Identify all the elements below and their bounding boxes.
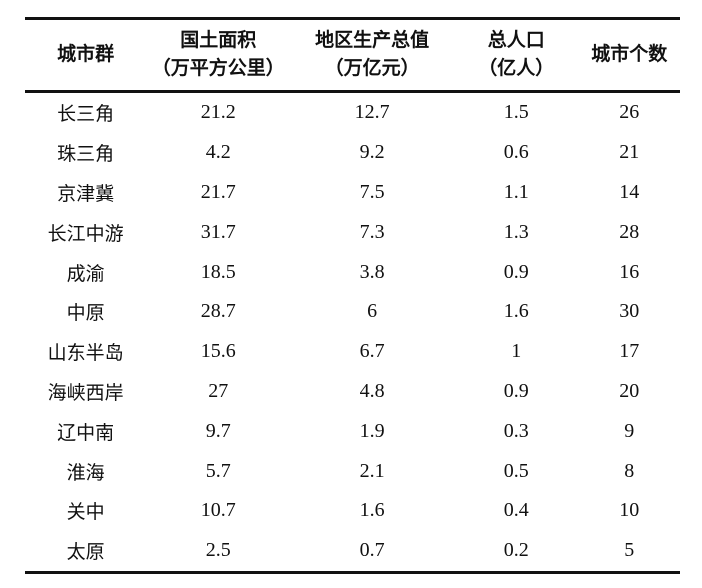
value-cell: 2.1 — [359, 459, 385, 482]
value-cell: 30 — [619, 300, 640, 323]
city-cluster-table-container: 城市群 国土面积 （万平方公里） 地区生产总值 （万亿元） 总人口 （亿人） 城… — [25, 17, 680, 574]
value-cell: 10 — [619, 499, 640, 522]
column-header-population: 总人口 （亿人） — [454, 18, 579, 93]
table-row: 山东半岛 15.6 6.7 1 17 — [25, 332, 680, 372]
value-cell: 0.4 — [503, 499, 529, 522]
value-cell: 0.2 — [503, 539, 529, 562]
value-cell: 4.2 — [205, 141, 231, 164]
column-header-city-count: 城市个数 — [578, 18, 680, 93]
table-row: 淮海 5.7 2.1 0.5 8 — [25, 451, 680, 491]
value-cell: 8 — [624, 459, 635, 482]
cluster-name-cell: 长江中游 — [47, 223, 124, 245]
value-cell: 21.7 — [200, 180, 236, 203]
value-cell: 2.5 — [205, 539, 231, 562]
table-row: 京津冀 21.7 7.5 1.1 14 — [25, 173, 680, 213]
value-cell: 1.1 — [503, 180, 529, 203]
value-cell: 17 — [619, 340, 640, 363]
value-cell: 21.2 — [200, 101, 236, 124]
value-cell: 1.6 — [503, 300, 529, 323]
value-cell: 6 — [367, 300, 378, 323]
cluster-name-cell: 淮海 — [66, 462, 105, 484]
city-cluster-table: 城市群 国土面积 （万平方公里） 地区生产总值 （万亿元） 总人口 （亿人） 城… — [25, 17, 680, 574]
column-header-label: 总人口 — [487, 30, 545, 52]
value-cell: 7.5 — [359, 180, 385, 203]
value-cell: 9.7 — [205, 419, 231, 442]
value-cell: 5.7 — [205, 459, 231, 482]
column-header-gdp: 地区生产总值 （万亿元） — [290, 18, 455, 93]
value-cell: 0.9 — [503, 379, 529, 402]
table-row: 长江中游 31.7 7.3 1.3 28 — [25, 212, 680, 252]
cluster-name-cell: 辽中南 — [57, 422, 115, 444]
value-cell: 5 — [624, 539, 635, 562]
value-cell: 0.5 — [503, 459, 529, 482]
cluster-name-cell: 关中 — [66, 502, 105, 524]
value-cell: 3.8 — [359, 260, 385, 283]
table-row: 关中 10.7 1.6 0.4 10 — [25, 491, 680, 531]
value-cell: 20 — [619, 379, 640, 402]
cluster-name-cell: 太原 — [66, 542, 105, 564]
value-cell: 0.6 — [503, 141, 529, 164]
value-cell: 12.7 — [354, 101, 390, 124]
value-cell: 4.8 — [359, 379, 385, 402]
value-cell: 28.7 — [200, 300, 236, 323]
value-cell: 1.5 — [503, 101, 529, 124]
column-header-unit: （万亿元） — [324, 58, 420, 79]
value-cell: 16 — [619, 260, 640, 283]
value-cell: 9.2 — [359, 141, 385, 164]
value-cell: 21 — [619, 141, 640, 164]
value-cell: 1.9 — [359, 419, 385, 442]
cluster-name-cell: 成渝 — [66, 263, 105, 285]
value-cell: 10.7 — [200, 499, 236, 522]
value-cell: 0.7 — [359, 539, 385, 562]
column-header-unit: （万平方公里） — [151, 58, 285, 79]
table-row: 中原 28.7 6 1.6 30 — [25, 292, 680, 332]
value-cell: 7.3 — [359, 220, 385, 243]
table-header: 城市群 国土面积 （万平方公里） 地区生产总值 （万亿元） 总人口 （亿人） 城… — [25, 18, 680, 93]
cluster-name-cell: 中原 — [66, 303, 105, 325]
value-cell: 9 — [624, 419, 635, 442]
cluster-name-cell: 海峡西岸 — [47, 382, 124, 404]
value-cell: 31.7 — [200, 220, 236, 243]
column-header-cluster: 城市群 — [25, 18, 147, 93]
cluster-name-cell: 山东半岛 — [47, 343, 124, 365]
value-cell: 1.6 — [359, 499, 385, 522]
value-cell: 1 — [511, 340, 522, 363]
value-cell: 14 — [619, 180, 640, 203]
cluster-name-cell: 京津冀 — [57, 183, 115, 205]
table-row: 珠三角 4.2 9.2 0.6 21 — [25, 133, 680, 173]
value-cell: 18.5 — [200, 260, 236, 283]
value-cell: 0.9 — [503, 260, 529, 283]
value-cell: 0.3 — [503, 419, 529, 442]
column-header-label: 城市群 — [57, 44, 115, 66]
value-cell: 26 — [619, 101, 640, 124]
cluster-name-cell: 长三角 — [57, 104, 115, 126]
value-cell: 27 — [208, 379, 229, 402]
value-cell: 15.6 — [200, 340, 236, 363]
table-row: 海峡西岸 27 4.8 0.9 20 — [25, 372, 680, 412]
table-body: 长三角 21.2 12.7 1.5 26 珠三角 4.2 9.2 0.6 21 京津冀 21.7 7.5… — [25, 92, 680, 573]
header-row: 城市群 国土面积 （万平方公里） 地区生产总值 （万亿元） 总人口 （亿人） 城… — [25, 18, 680, 93]
column-header-unit: （亿人） — [478, 58, 555, 79]
column-header-label: 地区生产总值 — [315, 30, 430, 52]
value-cell: 1.3 — [503, 220, 529, 243]
cluster-name-cell: 珠三角 — [57, 144, 115, 166]
table-row: 成渝 18.5 3.8 0.9 16 — [25, 252, 680, 292]
table-row: 长三角 21.2 12.7 1.5 26 — [25, 92, 680, 133]
column-header-label: 城市个数 — [591, 44, 668, 66]
table-row: 太原 2.5 0.7 0.2 5 — [25, 531, 680, 572]
column-header-land-area: 国土面积 （万平方公里） — [146, 18, 291, 93]
value-cell: 6.7 — [359, 340, 385, 363]
table-row: 辽中南 9.7 1.9 0.3 9 — [25, 411, 680, 451]
value-cell: 28 — [619, 220, 640, 243]
column-header-label: 国土面积 — [180, 30, 257, 52]
